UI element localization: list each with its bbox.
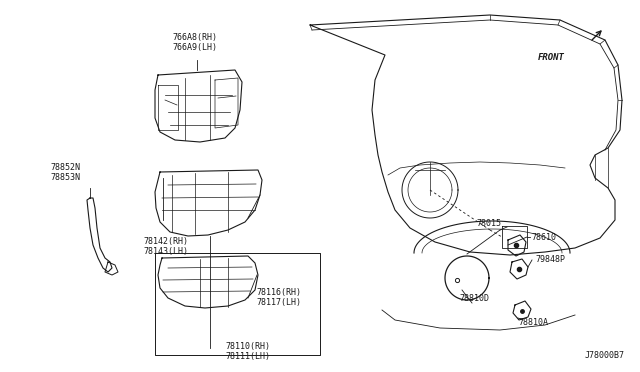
Text: 78810D: 78810D: [459, 294, 489, 303]
Text: 78015: 78015: [476, 219, 501, 228]
Text: J78000B7: J78000B7: [585, 351, 625, 360]
Text: 78116(RH)
78117(LH): 78116(RH) 78117(LH): [256, 288, 301, 307]
Text: 78610: 78610: [531, 232, 556, 241]
Text: 78852N
78853N: 78852N 78853N: [50, 163, 80, 182]
Text: 766A8(RH)
766A9(LH): 766A8(RH) 766A9(LH): [173, 33, 218, 52]
Text: 78110(RH)
78111(LH): 78110(RH) 78111(LH): [225, 342, 271, 362]
Text: FRONT: FRONT: [538, 54, 565, 62]
Text: 79848P: 79848P: [535, 256, 565, 264]
Text: 78142(RH)
78143(LH): 78142(RH) 78143(LH): [143, 237, 188, 256]
Text: 78810A: 78810A: [518, 318, 548, 327]
